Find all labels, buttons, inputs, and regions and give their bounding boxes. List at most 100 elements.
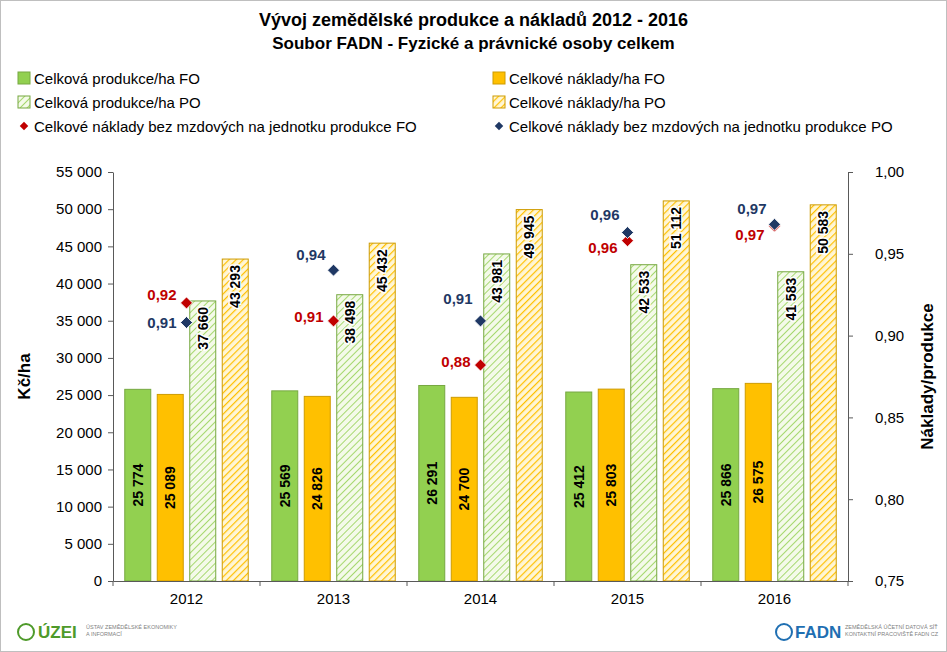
bar: [451, 397, 477, 581]
legend-item: Celkové náklady bez mzdových na jednotku…: [20, 118, 417, 135]
tick-mark: [108, 507, 113, 508]
tick: 20 000: [56, 424, 113, 441]
data-labels: 25 77425 56926 29125 41225 86625 08924 8…: [130, 200, 831, 511]
logo-icon: [776, 624, 792, 640]
tick-mark: [108, 284, 113, 285]
tick-mark: [848, 336, 853, 337]
tick: 0,85: [848, 409, 904, 426]
bar: [337, 295, 363, 581]
legend-item: Celkové náklady bez mzdových na jednotku…: [495, 118, 893, 135]
legend-item: Celková produkce/ha FO: [18, 70, 200, 87]
data-label: 26 575: [750, 461, 766, 504]
tick: 2015: [611, 581, 644, 607]
tick: 30 000: [56, 349, 113, 366]
category-divider: [407, 581, 408, 586]
tick-mark: [108, 246, 113, 247]
bar: [713, 389, 739, 581]
point: [769, 218, 781, 230]
bar: [157, 394, 183, 581]
point: [181, 297, 193, 309]
category-divider: [113, 581, 114, 586]
annotation: A INFORMACÍ: [86, 631, 122, 637]
point: [622, 227, 634, 239]
tick: 45 000: [56, 238, 113, 255]
tick: 0: [94, 572, 113, 589]
bar: [125, 389, 151, 581]
y2-axis-title: Náklady/produkce: [918, 303, 937, 449]
point: [328, 264, 340, 276]
data-label: 25 803: [603, 463, 619, 506]
data-label: 25 412: [571, 465, 587, 508]
legend-label: Celková produkce/ha PO: [34, 94, 201, 111]
legend-swatch: [18, 72, 30, 84]
tick-mark: [108, 209, 113, 210]
tick-mark: [848, 417, 853, 418]
tick-mark: [108, 432, 113, 433]
bar: [516, 210, 542, 581]
tick-label: 2016: [758, 590, 791, 607]
data-label: 24 700: [456, 468, 472, 511]
tick-mark: [108, 321, 113, 322]
legend-item: Celkové náklady/ha PO: [493, 94, 666, 111]
data-label: 0,97: [735, 226, 764, 243]
tick: 10 000: [56, 498, 113, 515]
bar: [190, 301, 216, 581]
data-label: 25 866: [718, 463, 734, 506]
legend-item: Celková produkce/ha PO: [18, 94, 201, 111]
tick-label: 45 000: [56, 238, 102, 255]
tick-label: 35 000: [56, 312, 102, 329]
tick: 2012: [170, 581, 203, 607]
point: [181, 317, 193, 329]
bar: [663, 201, 689, 581]
tick-mark: [108, 581, 113, 582]
axis-line: [848, 173, 849, 582]
tick: 55 000: [56, 163, 113, 180]
tick-label: 25 000: [56, 386, 102, 403]
data-label: 43 293: [227, 265, 243, 308]
data-label: 0,91: [443, 290, 472, 307]
data-label: 37 660: [195, 307, 211, 350]
bar: [419, 385, 445, 581]
tick: 2014: [464, 581, 497, 607]
category-divider: [848, 581, 849, 586]
data-label: 25 569: [277, 464, 293, 507]
chart-container: Vývoj zemědělské produkce a nákladů 2012…: [0, 0, 947, 652]
data-label: 38 498: [342, 301, 358, 344]
tick-label: 30 000: [56, 349, 102, 366]
legend-swatch: [495, 122, 503, 130]
annotation: KONTAKTNÍ PRACOVIŠTĚ FADN CZ: [845, 630, 939, 637]
chart-svg: Vývoj zemědělské produkce a nákladů 2012…: [0, 0, 947, 652]
data-label: 0,88: [441, 353, 470, 370]
bar: [272, 391, 298, 581]
bar: [778, 272, 804, 581]
y2-axis: 0,750,800,850,900,951,00: [848, 163, 904, 589]
axis-line: [114, 581, 849, 582]
annotation: ÚSTAV ZEMĚDĚLSKÉ EKONOMIKY: [86, 623, 177, 630]
data-label: 0,91: [294, 308, 323, 325]
bar: [810, 205, 836, 581]
data-label: 42 533: [636, 271, 652, 314]
tick-label: 0,80: [875, 491, 904, 508]
data-label: 0,97: [737, 200, 766, 217]
legend-label: Celkové náklady bez mzdových na jednotku…: [509, 118, 893, 135]
plot-area: [125, 201, 836, 581]
data-label: 50 583: [815, 211, 831, 254]
data-label: 0,96: [588, 239, 617, 256]
axis-line: [113, 173, 114, 582]
y-axis-title: Kč/ha: [15, 353, 34, 400]
tick-label: 20 000: [56, 424, 102, 441]
legend-label: Celkové náklady/ha FO: [509, 70, 665, 87]
tick-mark: [108, 358, 113, 359]
tick: 40 000: [56, 275, 113, 292]
tick-label: 40 000: [56, 275, 102, 292]
tick-label: 2015: [611, 590, 644, 607]
data-label: 41 583: [783, 278, 799, 321]
tick-mark: [848, 172, 853, 173]
tick: 50 000: [56, 200, 113, 217]
data-label: 25 089: [162, 466, 178, 509]
chart-title: Vývoj zemědělské produkce a nákladů 2012…: [259, 10, 688, 30]
tick: 0,90: [848, 327, 904, 344]
data-label: 0,94: [296, 246, 326, 263]
point: [475, 359, 487, 371]
bar: [484, 254, 510, 581]
